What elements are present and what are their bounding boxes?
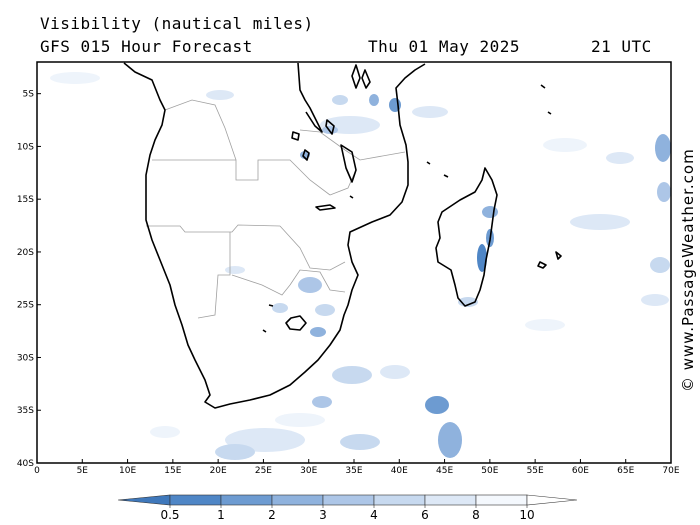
map-title: Visibility (nautical miles) (40, 14, 314, 33)
colorbar-label: 6 (421, 508, 429, 522)
colorbar-bin (475, 494, 528, 506)
lon-tick-label: 45E (436, 466, 453, 476)
colorbar-label: 0.5 (160, 508, 179, 522)
visibility-colorbar: 0.5 1 2 3 4 6 8 10 (117, 494, 578, 522)
lat-tick-label: 10S (17, 142, 34, 152)
colorbar-bin (322, 494, 375, 506)
lon-tick-label: 20E (210, 466, 227, 476)
lon-tick-label: 65E (617, 466, 634, 476)
lon-tick-label: 15E (164, 466, 181, 476)
forecast-subtitle: GFS 015 Hour Forecast (40, 37, 253, 56)
latitude-ticks: 5S 10S 15S 20S 25S 30S 35S 40S (17, 90, 41, 469)
colorbar-bin (220, 494, 273, 506)
colorbar-bin (169, 494, 222, 506)
lon-tick-label: 30E (300, 466, 317, 476)
forecast-time: 21 UTC (591, 37, 652, 56)
colorbar-label: 2 (268, 508, 276, 522)
colorbar-label: 1 (217, 508, 225, 522)
lon-tick-label: 70E (662, 466, 679, 476)
colorbar-high-arrow (526, 494, 578, 506)
lon-tick-label: 25E (255, 466, 272, 476)
site-credit: © www.PassageWeather.com (679, 148, 697, 392)
lat-tick-label: 20S (17, 248, 34, 258)
lon-tick-label: 40E (391, 466, 408, 476)
colorbar-label: 8 (472, 508, 480, 522)
lon-tick-label: 0 (34, 466, 40, 476)
colorbar-bin (271, 494, 324, 506)
country-borders (146, 99, 406, 319)
coastline (123, 62, 562, 409)
colorbar-low-arrow (117, 494, 171, 506)
lat-tick-label: 5S (23, 90, 35, 100)
lat-tick-label: 25S (17, 301, 34, 311)
lon-tick-label: 5E (77, 466, 89, 476)
lat-tick-label: 30S (17, 353, 34, 363)
colorbar-label: 10 (519, 508, 534, 522)
longitude-ticks: 0 5E 10E 15E 20E 25E 30E 35E 40E 45E 50E 55E 60E 65E 7… (34, 459, 680, 476)
lon-tick-label: 10E (119, 466, 136, 476)
lon-tick-label: 60E (572, 466, 589, 476)
forecast-date: Thu 01 May 2025 (368, 37, 520, 56)
lat-tick-label: 40S (17, 459, 34, 469)
colorbar-bin (424, 494, 477, 506)
lon-tick-label: 55E (527, 466, 544, 476)
lon-tick-label: 50E (481, 466, 498, 476)
visibility-patches (50, 72, 671, 460)
lat-tick-label: 35S (17, 406, 34, 416)
colorbar-label: 3 (319, 508, 327, 522)
lat-tick-label: 15S (17, 195, 34, 205)
colorbar-bin (373, 494, 426, 506)
colorbar-label: 4 (370, 508, 378, 522)
lon-tick-label: 35E (345, 466, 362, 476)
